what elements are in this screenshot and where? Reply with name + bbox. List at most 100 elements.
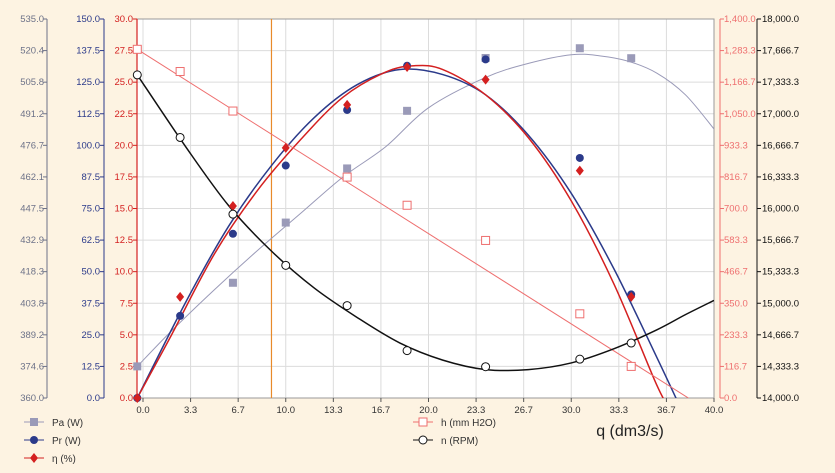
n-point — [402, 346, 412, 356]
legend-marker-h — [418, 417, 428, 427]
h-point — [228, 106, 238, 116]
legend-label-h: h (mm H2O) — [441, 418, 496, 429]
fit-curves — [137, 48, 714, 398]
n-point — [281, 260, 291, 270]
pr-tick-label: 137.5 — [76, 46, 100, 57]
h-tick-label: 1,400.0 — [724, 14, 756, 25]
legend-label-n: n (RPM) — [441, 436, 478, 447]
legend-label-eta: η (%) — [52, 454, 76, 465]
legend-label-pa: Pa (W) — [52, 418, 83, 429]
pa-point — [575, 44, 584, 53]
h-tick-label: 1,166.7 — [724, 77, 756, 88]
eta-point — [481, 74, 490, 85]
pr-tick-label: 12.5 — [82, 361, 101, 372]
eta-tick-label: 5.0 — [120, 330, 133, 341]
n-tick-label: 14,333.3 — [762, 361, 799, 372]
x-tick-label: 40.0 — [705, 405, 724, 416]
eta-tick-label: 0.0 — [120, 393, 133, 404]
pa-tick-label: 432.9 — [20, 235, 44, 246]
pa-tick-label: 374.6 — [20, 361, 44, 372]
h-point — [402, 200, 412, 210]
eta-tick-label: 12.5 — [115, 235, 134, 246]
pa-tick-label: 462.1 — [20, 172, 44, 183]
n-point — [228, 209, 238, 219]
h-tick-label: 0.0 — [724, 393, 737, 404]
x-tick-label: 36.7 — [657, 405, 676, 416]
pa-tick-label: 447.5 — [20, 204, 44, 215]
eta-tick-label: 10.0 — [115, 267, 134, 278]
pa-tick-label: 476.7 — [20, 140, 44, 151]
pa-tick-label: 403.8 — [20, 298, 44, 309]
pr-point — [176, 311, 185, 320]
eta-tick-label: 22.5 — [115, 109, 134, 120]
n-tick-label: 16,000.0 — [762, 204, 799, 215]
n-point — [626, 338, 636, 348]
n-point — [575, 354, 585, 364]
h-fit-line — [137, 48, 690, 398]
legend: Pa (W) Pr (W) η (%) h (mm H2O) n (RPM) — [24, 417, 496, 465]
pa-tick-label: 360.0 — [20, 393, 44, 404]
n-tick-label: 15,333.3 — [762, 267, 799, 278]
h-tick-label: 816.7 — [724, 172, 748, 183]
pr-point — [575, 153, 584, 162]
x-axis-label: q (dm3/s) — [596, 423, 664, 440]
eta-tick-label: 27.5 — [115, 46, 134, 57]
n-tick-label: 14,666.7 — [762, 330, 799, 341]
pr-tick-label: 75.0 — [82, 204, 101, 215]
pr-tick-label: 87.5 — [82, 172, 101, 183]
n-tick-label: 17,666.7 — [762, 46, 799, 57]
h-tick-label: 116.7 — [724, 361, 747, 372]
pr-point — [228, 229, 237, 238]
n-tick-label: 16,333.3 — [762, 172, 799, 183]
pr-point — [281, 161, 290, 170]
x-tick-label: 20.0 — [419, 405, 438, 416]
n-tick-label: 17,000.0 — [762, 109, 799, 120]
h-point — [481, 235, 491, 245]
pa-fit-line — [137, 53, 714, 367]
eta-point — [627, 291, 636, 302]
x-tick-label: 26.7 — [514, 405, 533, 416]
eta-point — [228, 200, 237, 211]
h-tick-label: 583.3 — [724, 235, 748, 246]
data-markers — [132, 44, 636, 403]
pa-tick-label: 505.8 — [20, 77, 44, 88]
h-point — [342, 172, 352, 182]
h-tick-label: 466.7 — [724, 267, 748, 278]
pr-point — [481, 55, 490, 64]
eta-tick-label: 20.0 — [115, 140, 134, 151]
n-point — [481, 362, 491, 372]
eta-point — [176, 291, 185, 302]
x-tick-label: 33.3 — [610, 405, 629, 416]
pr-tick-label: 125.0 — [76, 77, 100, 88]
n-tick-label: 14,000.0 — [762, 393, 799, 404]
pa-tick-label: 389.2 — [20, 330, 44, 341]
n-tick-label: 17,333.3 — [762, 77, 799, 88]
pr-tick-label: 37.5 — [82, 298, 101, 309]
pa-point — [133, 362, 142, 371]
eta-point — [343, 99, 352, 110]
x-tick-label: 6.7 — [232, 405, 245, 416]
legend-marker-pa — [30, 418, 38, 426]
n-tick-label: 15,000.0 — [762, 298, 799, 309]
eta-tick-label: 7.5 — [120, 298, 133, 309]
legend-marker-pr — [30, 436, 38, 444]
pa-point — [228, 278, 237, 287]
pr-point — [343, 105, 352, 114]
n-tick-label: 18,000.0 — [762, 14, 799, 25]
eta-point — [281, 142, 290, 153]
x-tick-label: 30.0 — [562, 405, 581, 416]
pa-tick-label: 491.2 — [20, 109, 44, 120]
x-tick-label: 16.7 — [372, 405, 391, 416]
eta-tick-label: 17.5 — [115, 172, 134, 183]
pr-tick-label: 0.0 — [87, 393, 100, 404]
axes: 360.0 374.6 389.2 403.8 418.3 432.9 447.5 462.1… — [20, 14, 799, 416]
eta-point — [133, 393, 142, 403]
x-tick-label: 13.3 — [324, 405, 343, 416]
h-tick-label: 700.0 — [724, 204, 748, 215]
legend-label-pr: Pr (W) — [52, 436, 81, 447]
eta-fit-line — [137, 64, 664, 398]
eta-tick-label: 30.0 — [115, 14, 134, 25]
n-point — [342, 301, 352, 311]
